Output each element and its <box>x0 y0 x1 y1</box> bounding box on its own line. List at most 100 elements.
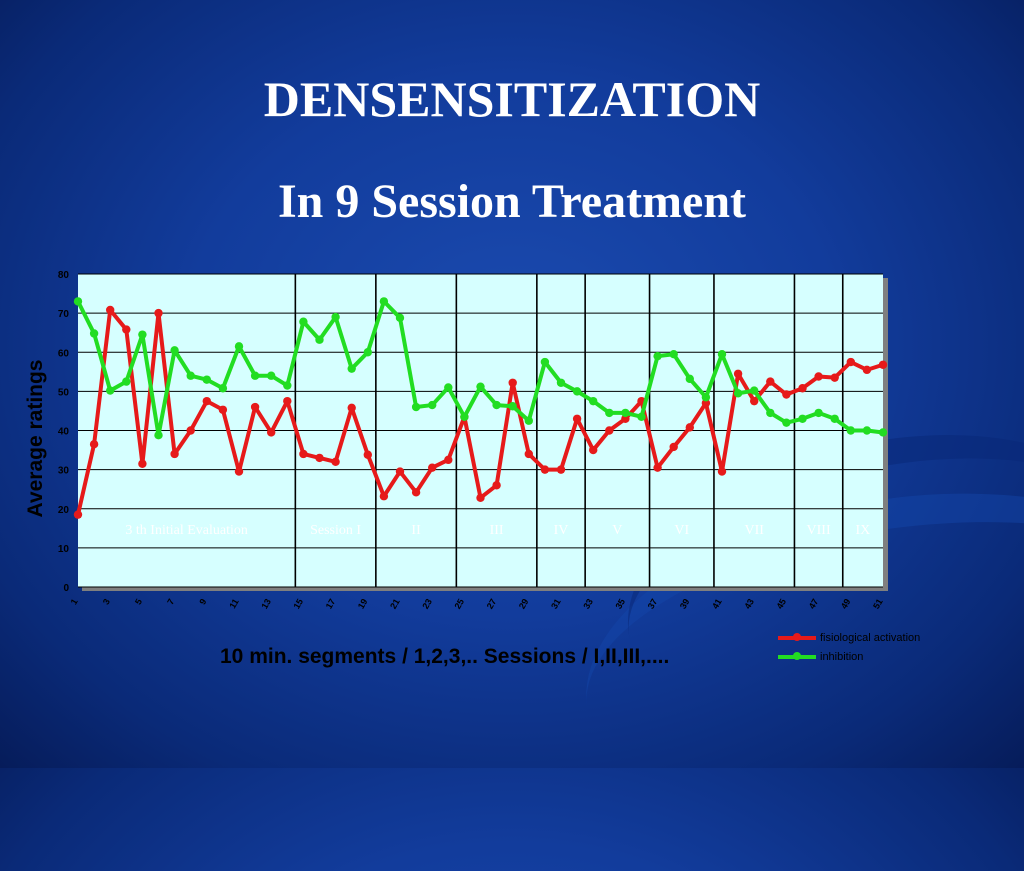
x-tick-label: 29 <box>517 597 531 611</box>
data-point-inhibition <box>106 386 115 395</box>
x-tick-label: 7 <box>165 597 176 606</box>
data-point-fisiological-activation <box>476 493 485 502</box>
chart-legend: fisiological activation inhibition <box>778 628 920 666</box>
data-point-fisiological-activation <box>669 442 678 452</box>
data-point-inhibition <box>637 412 646 422</box>
legend-item-fisiological-activation: fisiological activation <box>778 628 920 647</box>
session-label: Session I <box>310 523 361 538</box>
data-point-inhibition <box>589 396 598 406</box>
data-point-fisiological-activation <box>428 463 437 472</box>
x-tick-label: 47 <box>807 597 821 611</box>
data-point-inhibition <box>653 351 662 361</box>
data-point-fisiological-activation <box>331 457 340 466</box>
x-tick-label: 19 <box>356 597 370 611</box>
data-point-inhibition <box>202 375 211 384</box>
data-point-inhibition <box>750 386 759 395</box>
session-label: VII <box>744 523 764 538</box>
data-point-inhibition <box>395 313 405 323</box>
x-axis-label: 10 min. segments / 1,2,3,.. Sessions / I… <box>220 645 670 668</box>
data-point-fisiological-activation <box>299 449 308 459</box>
data-point-inhibition <box>605 408 614 418</box>
data-point-inhibition <box>154 430 163 440</box>
data-point-fisiological-activation <box>572 414 582 423</box>
data-point-inhibition <box>766 408 775 418</box>
data-point-fisiological-activation <box>830 373 839 382</box>
y-tick-label: 20 <box>58 505 70 516</box>
data-point-inhibition <box>572 387 582 396</box>
data-point-inhibition <box>363 348 372 357</box>
data-point-inhibition <box>862 426 872 435</box>
data-point-fisiological-activation <box>717 467 727 476</box>
data-point-fisiological-activation <box>202 396 211 406</box>
data-point-fisiological-activation <box>750 396 759 406</box>
data-point-fisiological-activation <box>170 449 179 459</box>
legend-swatch-green <box>778 651 816 660</box>
y-tick-label: 30 <box>58 466 70 477</box>
data-point-fisiological-activation <box>186 426 195 435</box>
x-tick-label: 45 <box>774 597 788 611</box>
data-point-fisiological-activation <box>379 492 389 501</box>
data-point-inhibition <box>170 346 179 355</box>
slide-subtitle: In 9 Session Treatment <box>277 175 747 228</box>
line-chart: 0 10 20 30 40 50 60 70 80 Average ratings 3 th Ini… <box>24 270 888 611</box>
data-point-fisiological-activation <box>444 455 453 465</box>
data-point-fisiological-activation <box>106 305 115 315</box>
x-tick-label: 31 <box>549 597 563 611</box>
data-point-fisiological-activation <box>733 369 743 378</box>
y-tick-label: 60 <box>58 348 70 359</box>
x-tick-label: 17 <box>324 597 338 611</box>
data-point-fisiological-activation <box>701 398 711 408</box>
data-point-fisiological-activation <box>846 357 855 367</box>
x-tick-label: 41 <box>710 597 724 611</box>
legend-label: inhibition <box>820 650 864 663</box>
y-tick-label: 10 <box>58 544 70 555</box>
session-label: IX <box>855 523 870 538</box>
x-tick-label: 9 <box>197 597 208 606</box>
data-point-fisiological-activation <box>878 360 888 369</box>
data-point-inhibition <box>250 371 260 380</box>
data-point-fisiological-activation <box>798 384 807 393</box>
session-label: IV <box>554 523 569 538</box>
data-point-inhibition <box>717 350 727 359</box>
data-point-fisiological-activation <box>73 510 83 519</box>
data-point-fisiological-activation <box>283 396 292 406</box>
data-point-fisiological-activation <box>814 372 823 381</box>
x-tick-label: 37 <box>646 597 660 611</box>
data-point-inhibition <box>782 418 791 427</box>
data-point-inhibition <box>669 350 678 359</box>
data-point-inhibition <box>830 414 839 423</box>
y-tick-label: 40 <box>58 427 70 438</box>
data-point-fisiological-activation <box>154 308 163 318</box>
data-point-fisiological-activation <box>492 481 501 490</box>
data-point-fisiological-activation <box>540 465 550 474</box>
x-tick-label: 51 <box>871 597 885 611</box>
data-point-inhibition <box>621 408 630 418</box>
data-point-inhibition <box>878 428 888 437</box>
data-point-fisiological-activation <box>267 428 276 437</box>
data-point-inhibition <box>379 297 389 306</box>
x-tick-label: 15 <box>291 597 305 611</box>
legend-label: fisiological activation <box>820 631 921 644</box>
data-point-inhibition <box>428 400 437 410</box>
session-label: III <box>490 523 504 538</box>
data-point-inhibition <box>460 412 469 422</box>
data-point-inhibition <box>508 402 517 411</box>
data-point-inhibition <box>411 402 421 412</box>
data-point-inhibition <box>186 371 195 380</box>
data-point-fisiological-activation <box>395 467 405 476</box>
data-point-inhibition <box>283 381 292 390</box>
legend-item-inhibition: inhibition <box>778 647 920 666</box>
x-tick-label: 25 <box>452 597 466 611</box>
data-point-fisiological-activation <box>122 325 131 334</box>
session-label: VI <box>674 523 689 538</box>
y-axis-label: Average ratings <box>24 360 47 518</box>
data-point-fisiological-activation <box>605 426 614 435</box>
y-tick-label: 50 <box>58 387 70 398</box>
data-point-inhibition <box>444 383 453 392</box>
data-point-inhibition <box>299 317 308 326</box>
data-point-fisiological-activation <box>89 439 99 449</box>
data-point-inhibition <box>733 389 743 398</box>
data-point-fisiological-activation <box>250 402 260 412</box>
data-point-inhibition <box>122 377 131 386</box>
data-point-fisiological-activation <box>218 405 228 414</box>
